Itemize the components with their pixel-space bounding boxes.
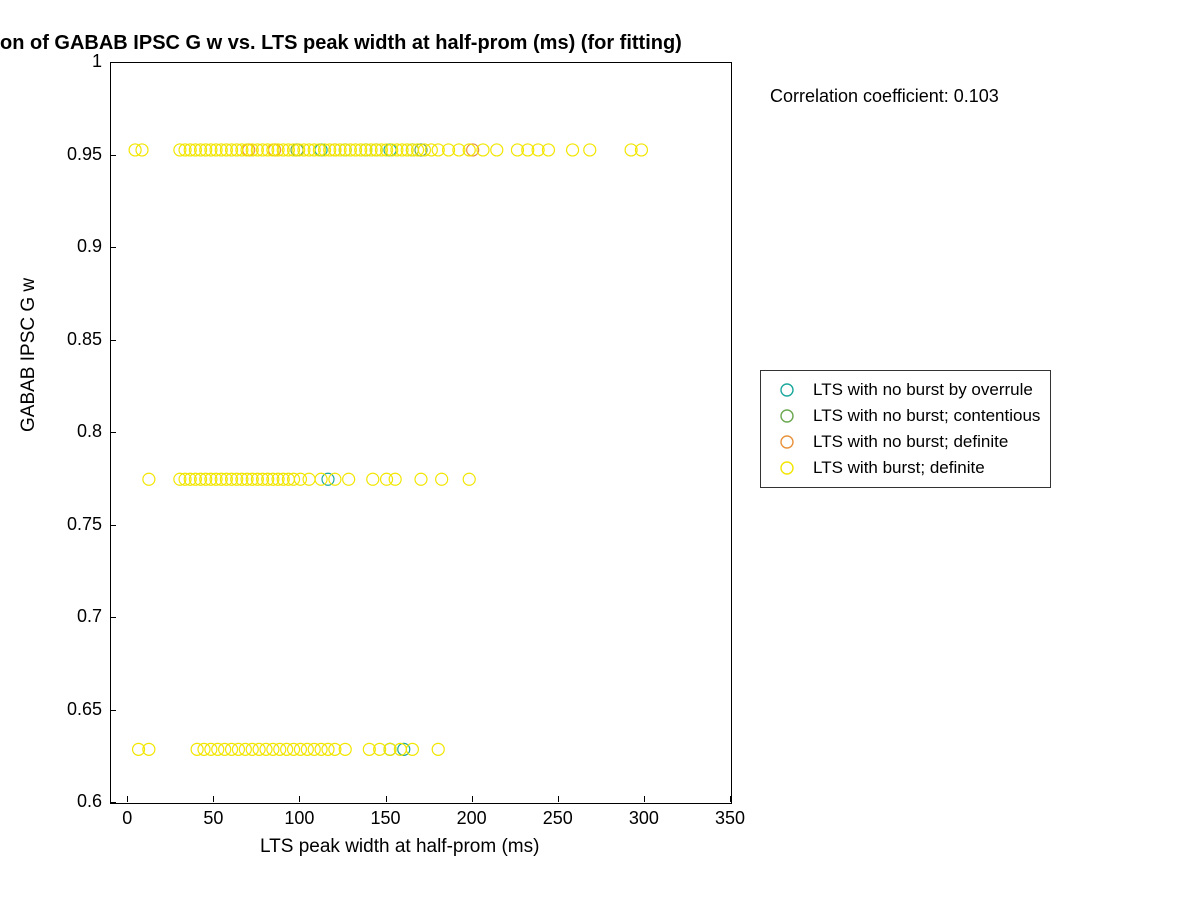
- data-point: [129, 144, 141, 156]
- data-point: [253, 743, 265, 755]
- y-tick: [110, 340, 116, 341]
- data-point: [226, 743, 238, 755]
- x-tick: [386, 796, 387, 802]
- data-point: [584, 144, 596, 156]
- y-tick-label: 0.75: [52, 514, 102, 535]
- legend-marker: [769, 432, 805, 452]
- y-tick: [110, 617, 116, 618]
- data-point: [191, 743, 203, 755]
- y-tick-label: 0.85: [52, 329, 102, 350]
- x-axis-label: LTS peak width at half-prom (ms): [260, 836, 539, 858]
- legend-item: LTS with burst; definite: [769, 455, 1040, 481]
- data-point: [415, 473, 427, 485]
- y-tick-label: 0.65: [52, 699, 102, 720]
- legend-item: LTS with no burst by overrule: [769, 377, 1040, 403]
- data-point: [260, 743, 272, 755]
- data-point: [491, 144, 503, 156]
- x-tick: [299, 796, 300, 802]
- data-point: [274, 743, 286, 755]
- x-tick: [472, 796, 473, 802]
- data-point: [567, 144, 579, 156]
- x-tick-label: 200: [452, 808, 492, 829]
- legend-label: LTS with burst; definite: [805, 458, 985, 478]
- x-tick: [644, 796, 645, 802]
- data-point: [315, 743, 327, 755]
- y-tick: [110, 802, 116, 803]
- data-point: [232, 743, 244, 755]
- data-point: [406, 743, 418, 755]
- x-tick-label: 350: [710, 808, 750, 829]
- x-tick-label: 300: [624, 808, 664, 829]
- correlation-annotation: Correlation coefficient: 0.103: [770, 86, 999, 107]
- plot-area: [110, 62, 732, 804]
- y-tick-label: 0.9: [52, 236, 102, 257]
- legend-marker: [769, 380, 805, 400]
- legend-label: LTS with no burst by overrule: [805, 380, 1033, 400]
- legend: LTS with no burst by overrule LTS with no…: [760, 370, 1051, 488]
- x-tick: [127, 796, 128, 802]
- x-tick-label: 250: [538, 808, 578, 829]
- y-axis-label: GABAB IPSC G w: [18, 278, 40, 432]
- y-tick: [110, 432, 116, 433]
- data-point: [436, 473, 448, 485]
- data-point: [246, 743, 258, 755]
- y-tick: [110, 155, 116, 156]
- data-point: [267, 743, 279, 755]
- y-tick: [110, 525, 116, 526]
- x-tick-label: 100: [279, 808, 319, 829]
- data-point: [143, 473, 155, 485]
- legend-label: LTS with no burst; definite: [805, 432, 1008, 452]
- data-point: [389, 473, 401, 485]
- data-point: [322, 473, 334, 485]
- y-tick: [110, 247, 116, 248]
- data-point: [329, 473, 341, 485]
- y-tick-label: 0.7: [52, 606, 102, 627]
- y-tick-label: 0.6: [52, 791, 102, 812]
- chart-title: on of GABAB IPSC G w vs. LTS peak width …: [0, 32, 682, 55]
- y-tick: [110, 710, 116, 711]
- y-tick: [110, 62, 116, 63]
- x-tick: [213, 796, 214, 802]
- data-point: [301, 743, 313, 755]
- data-point: [294, 743, 306, 755]
- y-tick-label: 0.95: [52, 144, 102, 165]
- data-point: [322, 743, 334, 755]
- data-point: [219, 743, 231, 755]
- y-tick-label: 1: [52, 51, 102, 72]
- legend-label: LTS with no burst; contentious: [805, 406, 1040, 426]
- data-point: [303, 473, 315, 485]
- legend-item: LTS with no burst; definite: [769, 429, 1040, 455]
- data-point: [343, 473, 355, 485]
- x-tick-label: 150: [366, 808, 406, 829]
- scatter-svg: [111, 63, 731, 803]
- data-point: [205, 743, 217, 755]
- data-point: [315, 473, 327, 485]
- legend-marker: [769, 458, 805, 478]
- x-tick-label: 0: [107, 808, 147, 829]
- legend-marker: [769, 406, 805, 426]
- data-point: [432, 743, 444, 755]
- legend-item: LTS with no burst; contentious: [769, 403, 1040, 429]
- data-point: [136, 144, 148, 156]
- data-point: [367, 473, 379, 485]
- data-point: [212, 743, 224, 755]
- data-point: [239, 743, 251, 755]
- x-tick: [730, 796, 731, 802]
- data-point: [281, 743, 293, 755]
- data-point: [308, 743, 320, 755]
- data-point: [463, 473, 475, 485]
- x-tick: [558, 796, 559, 802]
- data-point: [198, 743, 210, 755]
- x-tick-label: 50: [193, 808, 233, 829]
- data-point: [288, 743, 300, 755]
- y-tick-label: 0.8: [52, 421, 102, 442]
